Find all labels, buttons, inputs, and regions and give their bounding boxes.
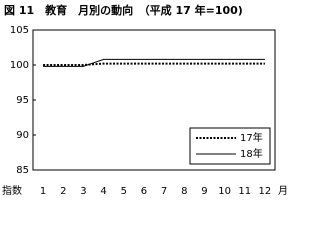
y-tick-label: 95 [16, 95, 29, 106]
y-axis-label: 指数 [2, 184, 22, 197]
x-tick-label: 8 [181, 186, 187, 197]
y-tick-label: 100 [10, 60, 29, 71]
x-tick-label: 11 [238, 186, 251, 197]
x-tick-label: 10 [218, 186, 231, 197]
x-tick-label: 7 [161, 186, 167, 197]
x-tick-label: 1 [40, 186, 46, 197]
x-tick-label: 3 [80, 186, 86, 197]
legend-label: 18年 [240, 147, 263, 160]
chart: 図 11 教育 月別の動向 （平成 17 年=100) 指数 月 8590951… [2, 3, 288, 197]
y-tick-label: 105 [10, 25, 29, 36]
series-line [43, 58, 265, 67]
x-tick-label: 5 [121, 186, 127, 197]
x-tick-label: 9 [201, 186, 207, 197]
y-tick-label: 85 [16, 165, 29, 176]
x-tick-label: 6 [141, 186, 147, 197]
x-axis-label: 月 [278, 185, 288, 197]
legend-label: 17年 [240, 131, 263, 144]
series-line [43, 62, 265, 66]
x-tick-label: 2 [60, 186, 66, 197]
chart-title: 図 11 教育 月別の動向 （平成 17 年=100) [4, 3, 243, 17]
legend-box [189, 127, 271, 165]
x-tick-label: 4 [100, 186, 106, 197]
y-tick-label: 90 [16, 130, 29, 141]
x-tick-label: 12 [259, 186, 272, 197]
